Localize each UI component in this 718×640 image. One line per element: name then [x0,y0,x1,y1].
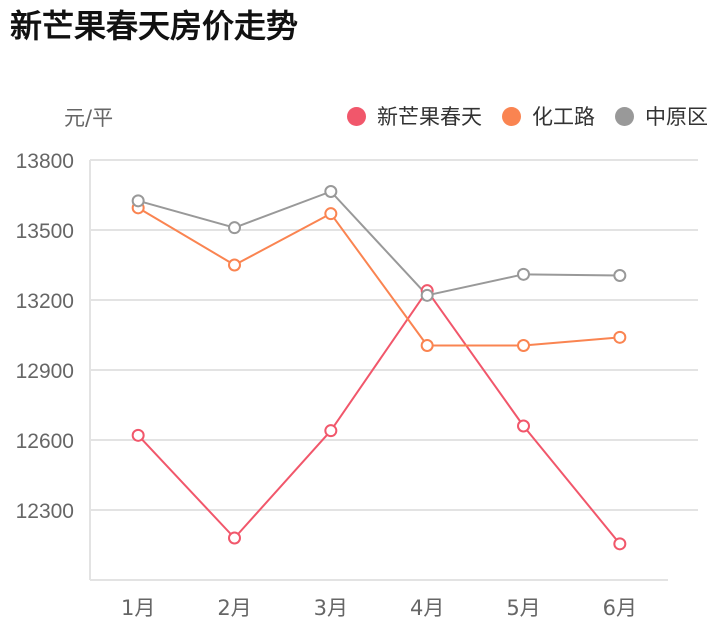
data-point-marker[interactable] [613,330,627,344]
chart-title: 新芒果春天房价走势 [10,7,299,45]
data-point-marker[interactable] [517,419,530,433]
data-point-marker[interactable] [131,428,145,442]
data-point-marker[interactable] [324,207,338,221]
data-point-marker[interactable] [131,194,145,208]
legend-item-zhongyuanqu[interactable]: 中原区 [615,101,708,131]
legend-item-xinmangguo[interactable]: 新芒果春天 [347,101,482,131]
x-tick-label: 2月 [217,596,251,620]
legend-dot-icon [502,106,521,126]
data-point-marker[interactable] [517,339,530,352]
data-point-marker[interactable] [613,537,627,551]
legend-item-huagonglu[interactable]: 化工路 [502,101,595,131]
x-tick-label: 6月 [603,596,637,620]
series-line [137,289,621,545]
legend-label: 新芒果春天 [377,105,482,129]
data-point-marker[interactable] [420,339,434,352]
data-point-marker[interactable] [324,424,338,438]
y-tick-label: 12900 [16,360,74,383]
y-tick-label: 13200 [16,290,74,313]
data-point-marker[interactable] [613,269,627,282]
data-point-marker[interactable] [517,267,530,281]
legend-label: 化工路 [532,105,595,129]
data-point-marker[interactable] [324,185,338,198]
series-line [137,190,620,297]
x-tick-label: 4月 [410,596,444,620]
legend-dot-icon [615,106,634,126]
data-point-marker[interactable] [228,221,241,235]
y-axis-unit-label: 元/平 [64,106,114,130]
chart-legend: 新芒果春天 化工路 中原区 [327,101,708,131]
data-point-marker[interactable] [228,258,241,272]
data-point-marker[interactable] [228,531,241,545]
y-tick-label: 12600 [16,430,74,453]
x-tick-label: 1月 [121,596,155,620]
data-point-marker[interactable] [420,288,434,302]
legend-dot-icon [347,106,366,126]
legend-label: 中原区 [645,105,708,129]
y-tick-label: 13500 [16,220,74,243]
x-tick-label: 3月 [314,596,348,620]
x-tick-label: 5月 [506,596,540,620]
y-tick-label: 12300 [16,500,74,523]
y-tick-label: 13800 [16,150,74,173]
series-line [137,206,620,347]
